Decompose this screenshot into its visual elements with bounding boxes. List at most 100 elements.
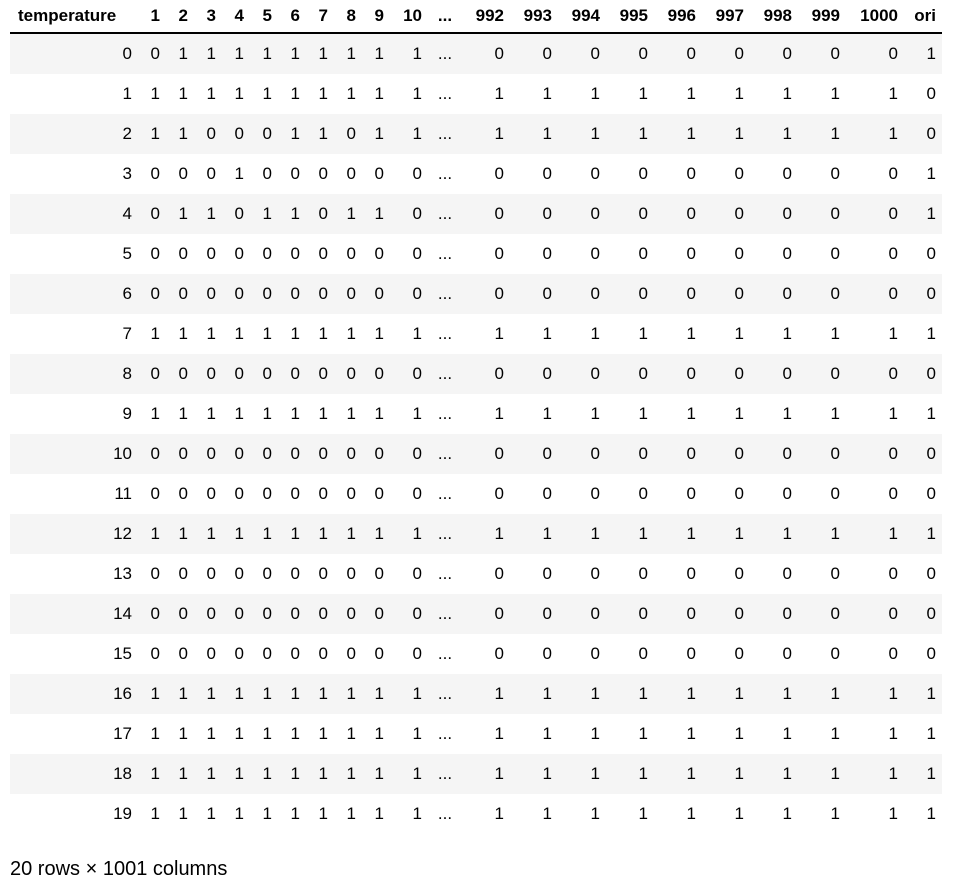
column-header: 10: [390, 0, 428, 34]
table-cell: 1: [178, 524, 188, 543]
table-row: 10 0 0 0 0 0 0 0 0 0 0... 0 0 0 0 0 0 0 0 0 0: [10, 434, 942, 474]
table-cell: 1: [346, 404, 356, 423]
table-cell: 0: [638, 644, 648, 663]
table-cell: 1: [782, 804, 792, 823]
table-cell: 0: [542, 564, 552, 583]
table-cell: 1: [374, 84, 384, 103]
table-cell: 1: [206, 324, 216, 343]
table-cell: 1: [234, 684, 244, 703]
table-cell: 0: [782, 284, 792, 303]
table-cell: 0: [346, 164, 356, 183]
table-cell: 1: [830, 804, 840, 823]
table-cell: 1: [926, 44, 936, 63]
table-cell: 1: [542, 404, 552, 423]
table-cell: 1: [782, 524, 792, 543]
table-cell: 0: [638, 484, 648, 503]
table-cell: 1: [318, 764, 328, 783]
table-cell: 0: [262, 604, 272, 623]
column-header: 999: [798, 0, 846, 34]
table-cell: 1: [412, 524, 422, 543]
table-cell: 0: [888, 444, 898, 463]
table-cell: 1: [926, 724, 936, 743]
table-row: 14 0 0 0 0 0 0 0 0 0 0... 0 0 0 0 0 0 0 0 0 0: [10, 594, 942, 634]
table-cell: 0: [290, 604, 300, 623]
table-cell: 1: [638, 804, 648, 823]
column-header: 993: [510, 0, 558, 34]
table-cell: 0: [412, 244, 422, 263]
table-cell: 1: [830, 324, 840, 343]
table-cell: 0: [590, 204, 600, 223]
table-cell: 0: [830, 564, 840, 583]
table-cell: 1: [542, 804, 552, 823]
table-cell: 0: [686, 44, 696, 63]
table-cell: 1: [234, 164, 244, 183]
table-cell: 1: [830, 524, 840, 543]
table-cell: 1: [318, 44, 328, 63]
table-cell: 1: [494, 724, 504, 743]
table-cell: 1: [926, 404, 936, 423]
table-cell: 0: [542, 244, 552, 263]
table-cell: 1: [178, 324, 188, 343]
table-cell: 0: [734, 564, 744, 583]
table-cell: 0: [494, 604, 504, 623]
table-cell: 1: [926, 684, 936, 703]
column-header: 3: [194, 0, 222, 34]
table-cell: 0: [590, 244, 600, 263]
table-cell: 1: [262, 764, 272, 783]
table-cell: 0: [926, 564, 936, 583]
table-cell: 1: [926, 804, 936, 823]
ellipsis-cell: ...: [437, 604, 453, 623]
table-cell: 0: [412, 604, 422, 623]
table-cell: 0: [590, 44, 600, 63]
table-cell: 1: [262, 204, 272, 223]
ellipsis-cell: ...: [437, 804, 453, 823]
table-cell: 1: [150, 84, 160, 103]
ellipsis-cell: ...: [437, 284, 453, 303]
table-row: 4 0 1 1 0 1 1 0 1 1 0... 0 0 0 0 0 0 0 0 0 1: [10, 194, 942, 234]
table-cell: 1: [290, 684, 300, 703]
table-cell: 1: [926, 764, 936, 783]
table-cell: 0: [318, 204, 328, 223]
table-cell: 0: [782, 364, 792, 383]
table-cell: 0: [262, 124, 272, 143]
table-cell: 0: [234, 604, 244, 623]
table-cell: 1: [262, 684, 272, 703]
table-cell: 0: [318, 484, 328, 503]
table-cell: 0: [542, 364, 552, 383]
table-cell: 0: [206, 484, 216, 503]
table-cell: 0: [206, 564, 216, 583]
table-cell: 0: [888, 644, 898, 663]
table-row: 2 1 1 0 0 0 1 1 0 1 1... 1 1 1 1 1 1 1 1 1 0: [10, 114, 942, 154]
table-row: 19 1 1 1 1 1 1 1 1 1 1... 1 1 1 1 1 1 1 1 1 1: [10, 794, 942, 834]
table-cell: 1: [734, 84, 744, 103]
table-cell: 1: [542, 324, 552, 343]
row-index: 10: [113, 444, 132, 463]
table-cell: 0: [234, 444, 244, 463]
table-cell: 1: [926, 164, 936, 183]
column-header: 2: [166, 0, 194, 34]
table-cell: 1: [374, 124, 384, 143]
table-header: temperature 1 2 3 4 5 6 7 8 9 10... 992 993 994 995 996…: [10, 0, 942, 34]
table-cell: 0: [178, 284, 188, 303]
table-cell: 1: [782, 124, 792, 143]
table-cell: 1: [234, 404, 244, 423]
table-cell: 1: [262, 724, 272, 743]
table-cell: 1: [262, 324, 272, 343]
table-cell: 1: [494, 124, 504, 143]
row-index: 5: [122, 244, 132, 263]
table-cell: 0: [206, 644, 216, 663]
table-cell: 0: [734, 364, 744, 383]
table-cell: 0: [542, 44, 552, 63]
table-cell: 1: [346, 84, 356, 103]
table-cell: 0: [150, 204, 160, 223]
table-cell: 1: [686, 84, 696, 103]
table-cell: 1: [590, 684, 600, 703]
table-cell: 1: [178, 804, 188, 823]
table-cell: 1: [290, 44, 300, 63]
table-cell: 0: [206, 164, 216, 183]
table-cell: 0: [150, 564, 160, 583]
table-cell: 1: [412, 724, 422, 743]
table-cell: 0: [734, 484, 744, 503]
table-cell: 0: [782, 484, 792, 503]
dataframe-output: temperature 1 2 3 4 5 6 7 8 9 10... 992 993 994 995 996…: [10, 0, 942, 834]
